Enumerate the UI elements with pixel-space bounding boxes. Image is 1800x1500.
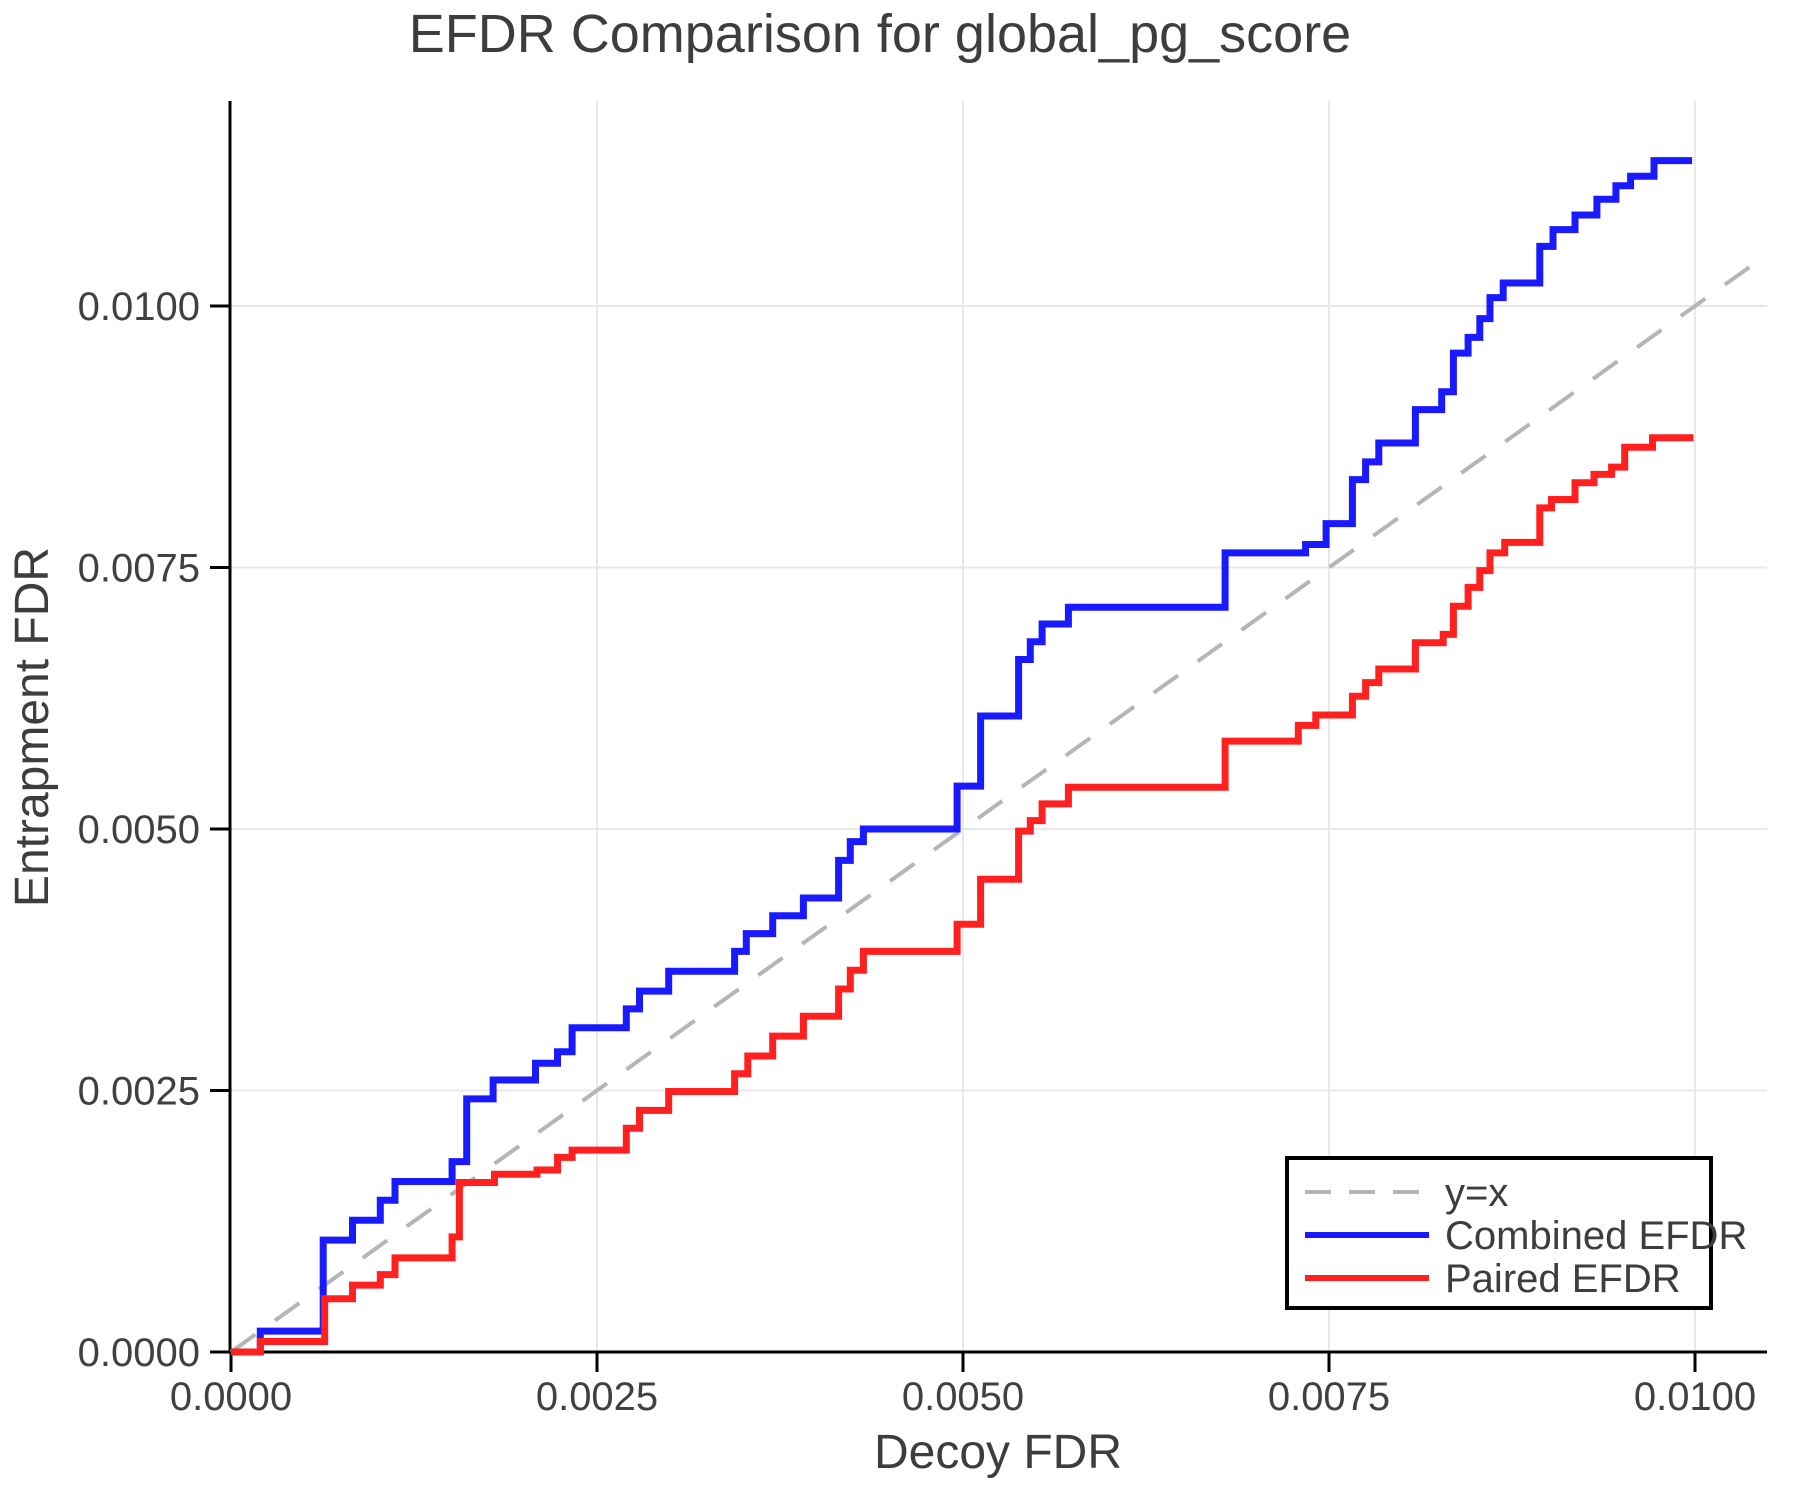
- x-tick-label: 0.0100: [1634, 1375, 1756, 1419]
- y-tick-label: 0.0100: [78, 285, 200, 329]
- x-tick-label: 0.0000: [170, 1375, 292, 1419]
- tick-labels: 0.0000 0.0025 0.0050 0.0075 0.0100 0.0000 0.00…: [78, 285, 1757, 1419]
- x-tick-label: 0.0025: [536, 1375, 658, 1419]
- legend-label-2: Paired EFDR: [1445, 1257, 1681, 1301]
- y-tick-label: 0.0025: [78, 1070, 200, 1114]
- chart-title: EFDR Comparison for global_pg_score: [409, 4, 1351, 64]
- y-tick-label: 0.0000: [78, 1331, 200, 1375]
- y-tick-label: 0.0075: [78, 547, 200, 591]
- series-lines: [231, 157, 1694, 1356]
- series-line-paired-efdr: [231, 434, 1694, 1356]
- yx-dashed-line: [229, 252, 1769, 1354]
- axes: [210, 101, 1767, 1372]
- y-tick-label: 0.0050: [78, 808, 200, 852]
- series-line-combined-efdr: [231, 157, 1693, 1356]
- x-tick-label: 0.0050: [902, 1375, 1024, 1419]
- legend-label-0: y=x: [1445, 1171, 1508, 1215]
- x-axis-label: Decoy FDR: [874, 1426, 1122, 1479]
- x-tick-label: 0.0075: [1268, 1375, 1390, 1419]
- y-axis-label: Entrapment FDR: [6, 547, 59, 907]
- legend-label-1: Combined EFDR: [1445, 1214, 1747, 1258]
- reference-line-yx: [229, 252, 1769, 1354]
- gridlines: [230, 101, 1767, 1352]
